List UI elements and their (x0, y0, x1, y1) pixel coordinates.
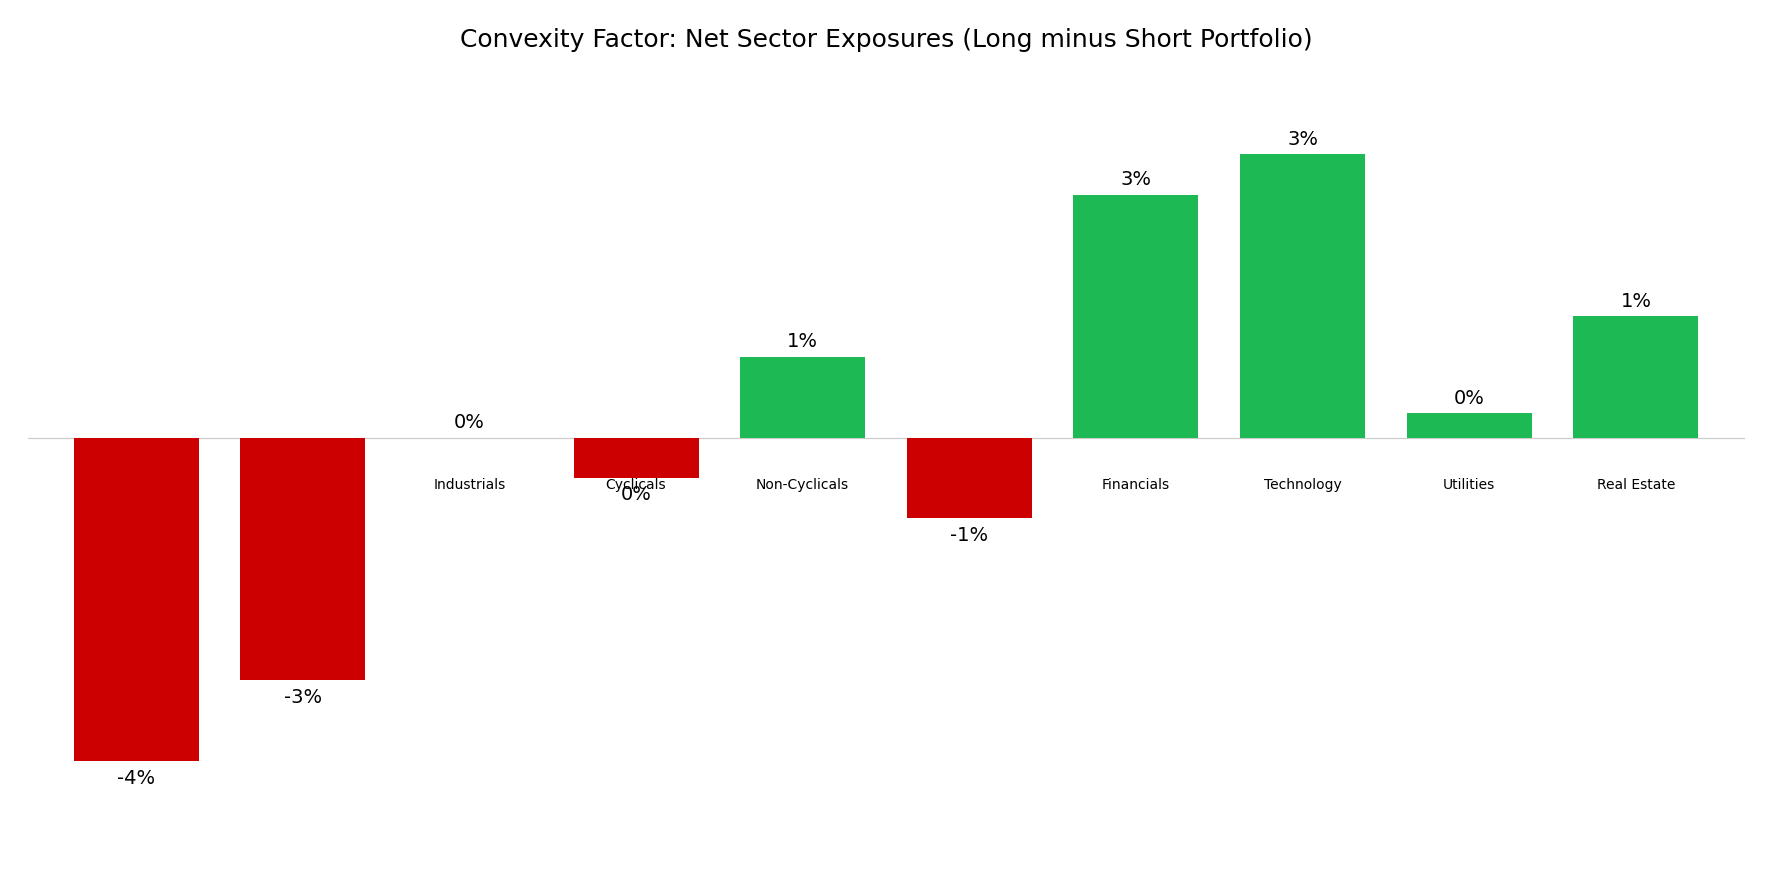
Bar (1574, 317, 1698, 438)
Text: 0%: 0% (454, 413, 486, 431)
Text: -3%: -3% (284, 687, 323, 706)
Bar (1240, 155, 1364, 438)
Text: -4%: -4% (117, 768, 156, 787)
Bar (741, 357, 865, 438)
Text: -1%: -1% (950, 525, 989, 544)
Text: 1%: 1% (787, 332, 819, 351)
Text: 1%: 1% (1620, 291, 1652, 310)
Text: 0%: 0% (620, 485, 652, 504)
Title: Convexity Factor: Net Sector Exposures (Long minus Short Portfolio): Convexity Factor: Net Sector Exposures (… (459, 27, 1313, 51)
Bar (1407, 414, 1531, 438)
Bar (907, 438, 1031, 519)
Bar (241, 438, 365, 680)
Text: 3%: 3% (1286, 130, 1318, 149)
Bar (574, 438, 698, 478)
Text: 3%: 3% (1120, 170, 1152, 190)
Text: 0%: 0% (1453, 388, 1485, 408)
Bar (1074, 196, 1198, 438)
Bar (74, 438, 198, 761)
